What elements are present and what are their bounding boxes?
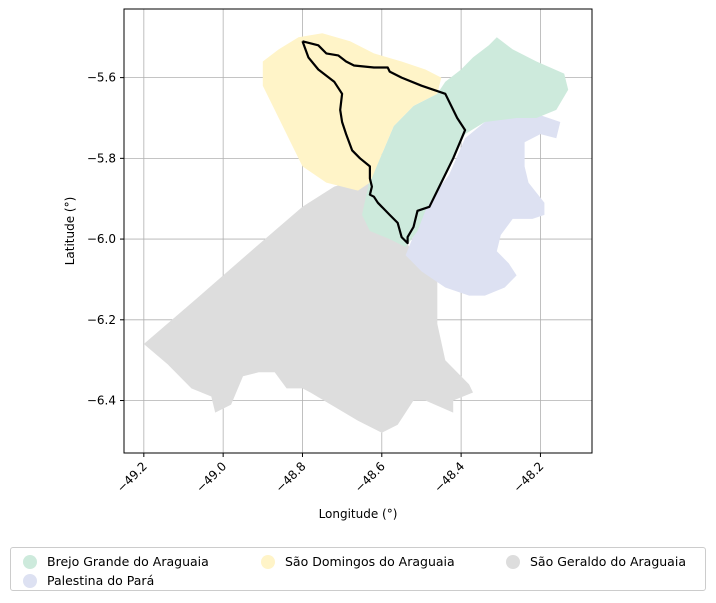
y-axis-title: Latitude (°) [63,197,77,266]
boundary-outline [301,40,467,245]
legend-marker [261,554,275,569]
legend-label: Brejo Grande do Araguaia [47,554,209,569]
y-axis-ticks: −5.6 −5.8 −6.0 −6.2 −6.4 [87,71,124,408]
legend-item-palestina: Palestina do Pará [23,573,154,588]
legend-marker [23,573,37,588]
legend-item-brejo-grande: Brejo Grande do Araguaia [23,554,209,569]
legend-label: São Domingos do Araguaia [285,554,455,569]
x-tick-label: −48.6 [352,459,388,495]
legend: Brejo Grande do Araguaia São Domingos do… [10,547,706,591]
x-tick-label: −48.2 [511,459,547,495]
y-tick-label: −6.4 [87,394,116,408]
x-axis-ticks: −49.2 −49.0 −48.8 −48.6 −48.4 −48.2 [114,453,547,495]
y-tick-label: −5.6 [87,71,116,85]
region-polygons [143,33,569,433]
legend-item-sao-domingos: São Domingos do Araguaia [261,554,455,569]
legend-label: Palestina do Pará [47,573,155,588]
y-tick-label: −5.8 [87,151,116,165]
legend-label: São Geraldo do Araguaia [530,554,686,569]
legend-marker [23,554,37,569]
y-tick-label: −6.2 [87,313,116,327]
region-palestina-do-para [405,113,561,296]
boundary-line [301,40,467,245]
legend-item-sao-geraldo: São Geraldo do Araguaia [506,554,686,569]
x-axis-title: Longitude (°) [319,507,398,521]
x-tick-label: −49.0 [193,459,229,495]
legend-marker [506,554,520,569]
region-sao-domingos-do-araguaia [262,33,442,191]
x-tick-label: −48.4 [431,459,467,495]
x-tick-label: −49.2 [114,459,150,495]
region-brejo-grande-do-araguaia [362,37,569,248]
x-tick-label: −48.8 [273,459,309,495]
region-sao-geraldo-do-araguaia [143,178,474,433]
y-tick-label: −6.0 [87,232,116,246]
axes-frame [123,8,593,454]
